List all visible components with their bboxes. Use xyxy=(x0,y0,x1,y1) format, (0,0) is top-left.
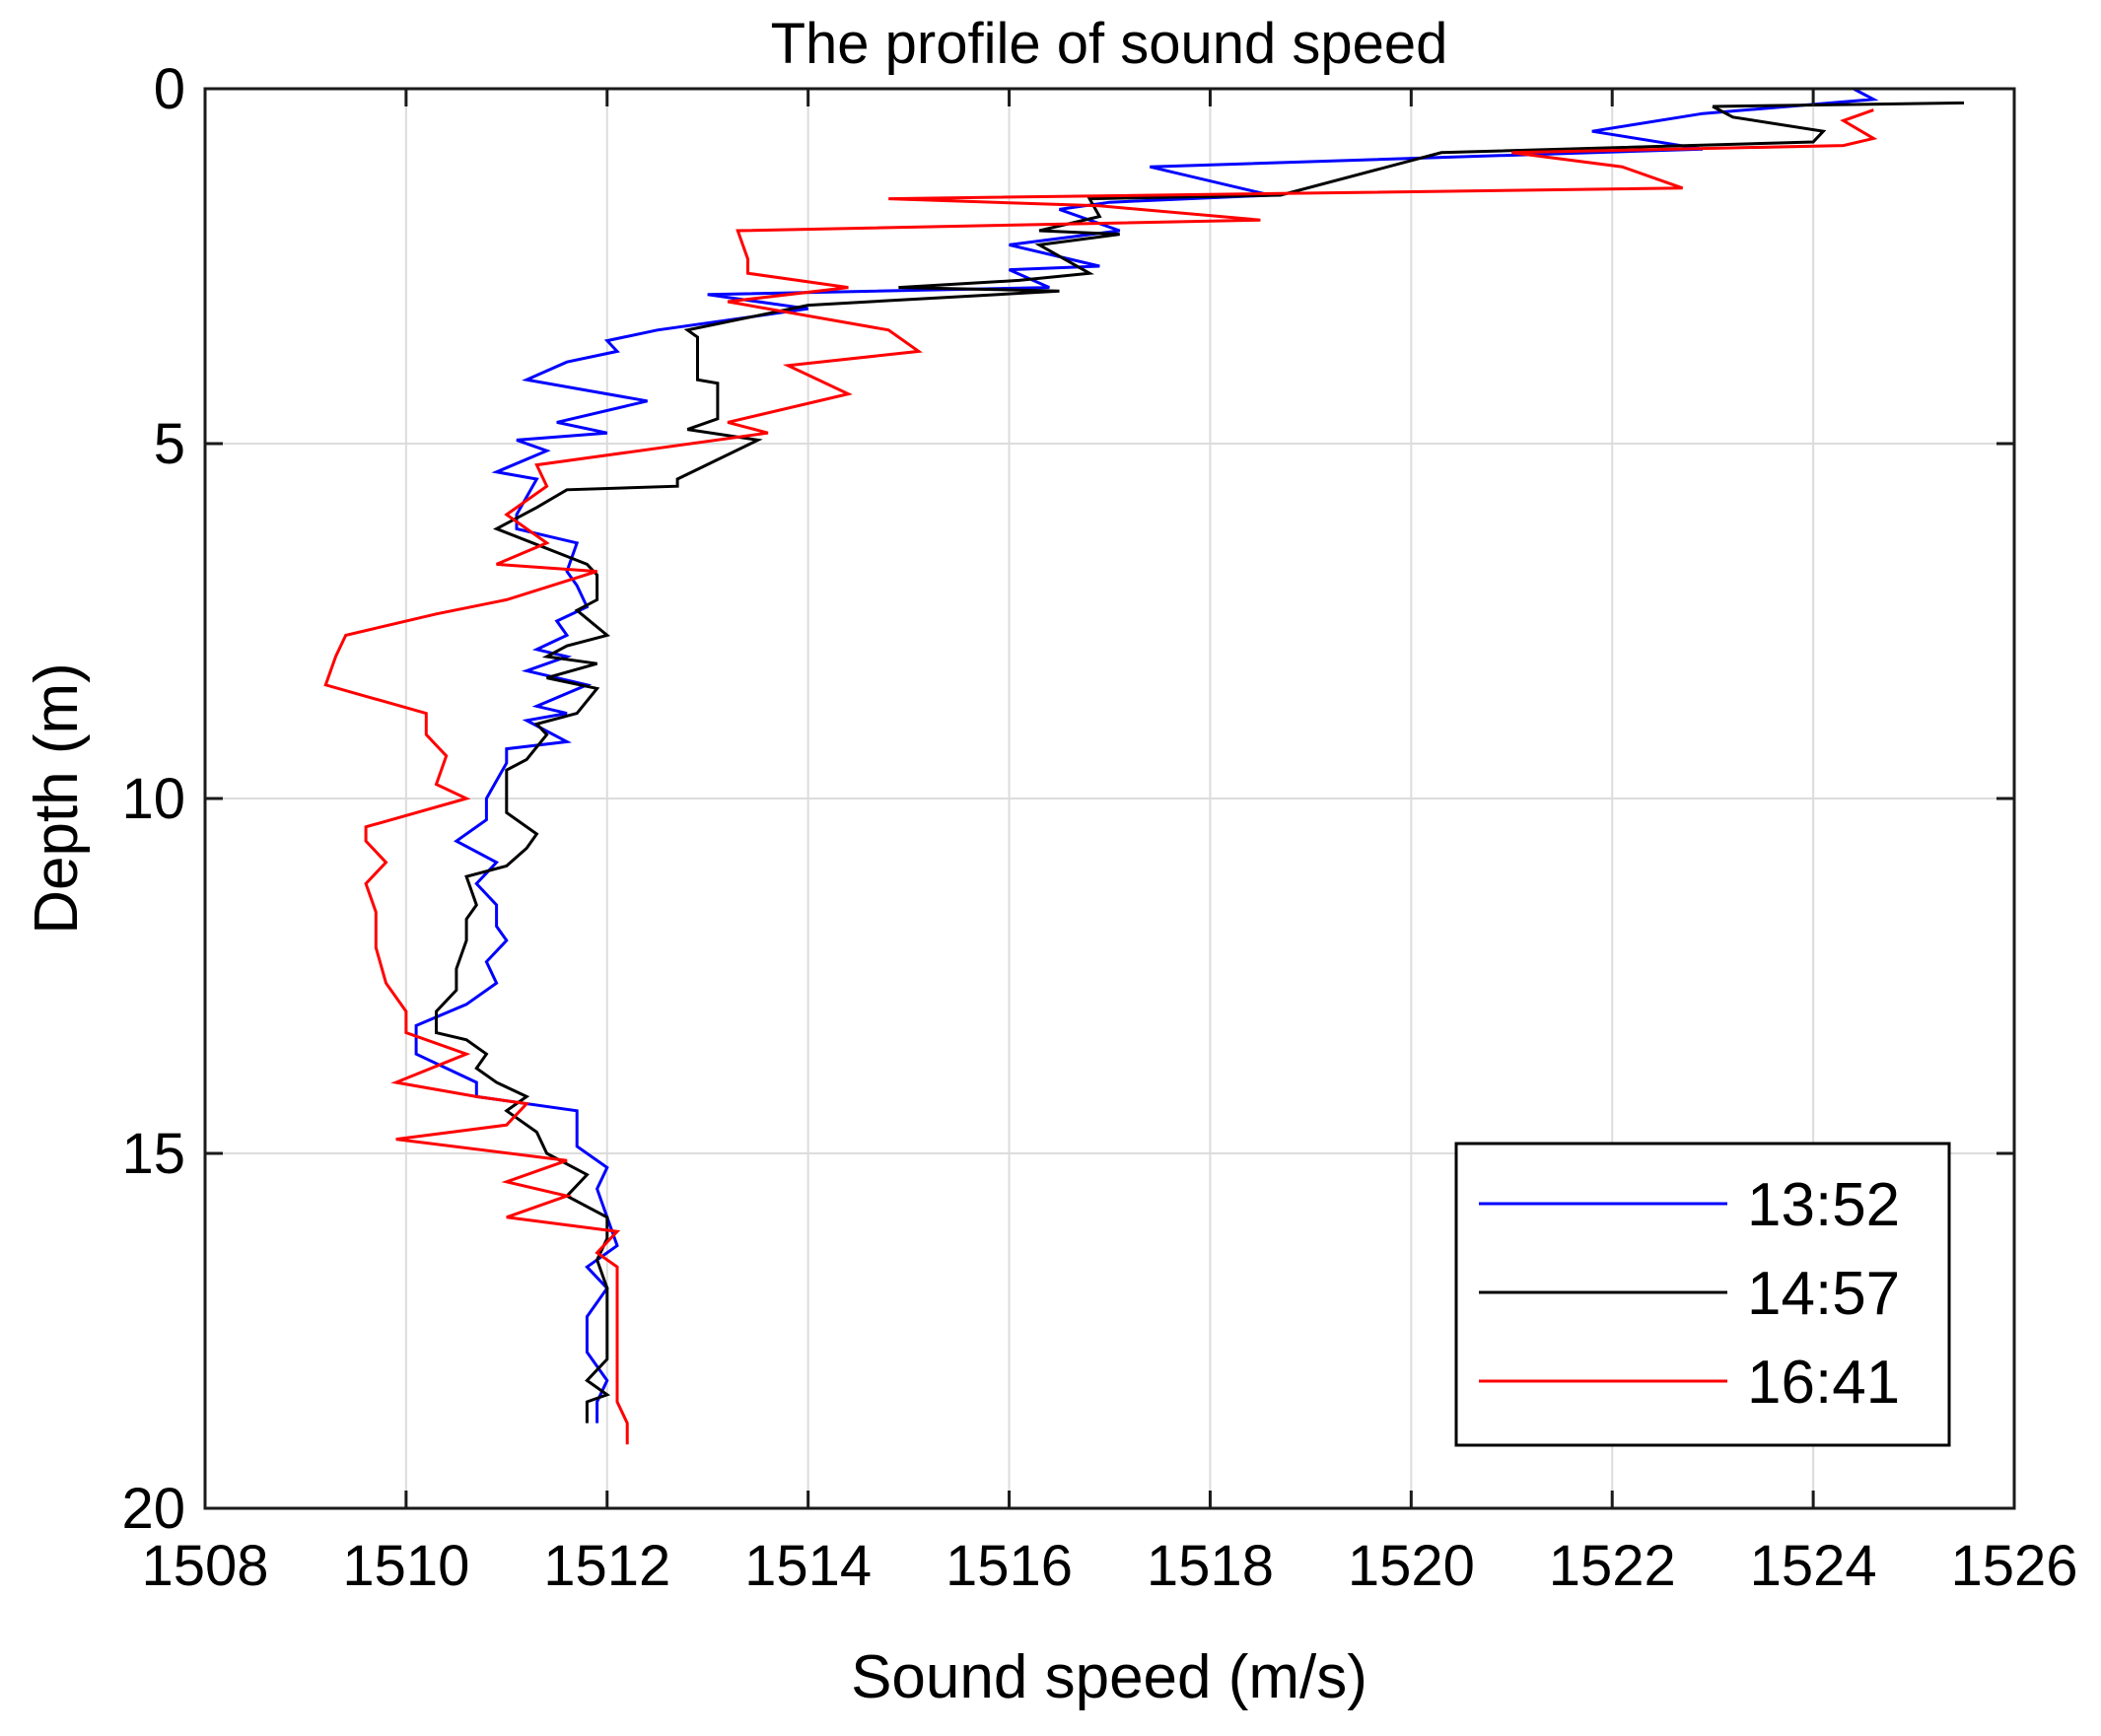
x-axis-label: Sound speed (m/s) xyxy=(851,1643,1367,1711)
series-line-1641 xyxy=(323,108,1878,1445)
x-tick-label: 1526 xyxy=(1950,1534,2077,1598)
series-layer xyxy=(323,87,1965,1445)
x-tick-label: 1510 xyxy=(342,1534,469,1598)
legend-label: 13:52 xyxy=(1747,1171,1900,1239)
legend-items: 13:52 14:57 16:41 xyxy=(1479,1171,1900,1417)
y-tick-label: 0 xyxy=(154,57,185,121)
y-tick-label: 20 xyxy=(121,1477,185,1541)
y-tick-label: 15 xyxy=(121,1122,185,1186)
x-tick-label: 1512 xyxy=(543,1534,670,1598)
y-tick-label: 10 xyxy=(121,767,185,831)
tick-label-layer: 1508 1510 1512 1514 1516 1518 1520 1522 1524 1526… xyxy=(121,57,2077,1598)
x-tick-label: 1514 xyxy=(744,1534,872,1598)
x-tick-label: 1516 xyxy=(945,1534,1073,1598)
x-tick-label: 1520 xyxy=(1348,1534,1475,1598)
y-axis-label: Depth (m) xyxy=(23,662,91,935)
x-tick-label: 1508 xyxy=(141,1534,268,1598)
chart-title: The profile of sound speed xyxy=(771,12,1448,76)
tick-layer xyxy=(203,87,2016,1510)
x-tick-label: 1518 xyxy=(1147,1534,1274,1598)
x-tick-label: 1522 xyxy=(1549,1534,1676,1598)
legend-label: 16:41 xyxy=(1747,1349,1900,1417)
legend-label: 14:57 xyxy=(1747,1260,1900,1328)
legend-box xyxy=(1454,1142,1951,1447)
x-tick-label: 1524 xyxy=(1750,1534,1877,1598)
legend: 13:52 14:57 16:41 xyxy=(1454,1142,1951,1447)
y-tick-label: 5 xyxy=(154,412,185,476)
